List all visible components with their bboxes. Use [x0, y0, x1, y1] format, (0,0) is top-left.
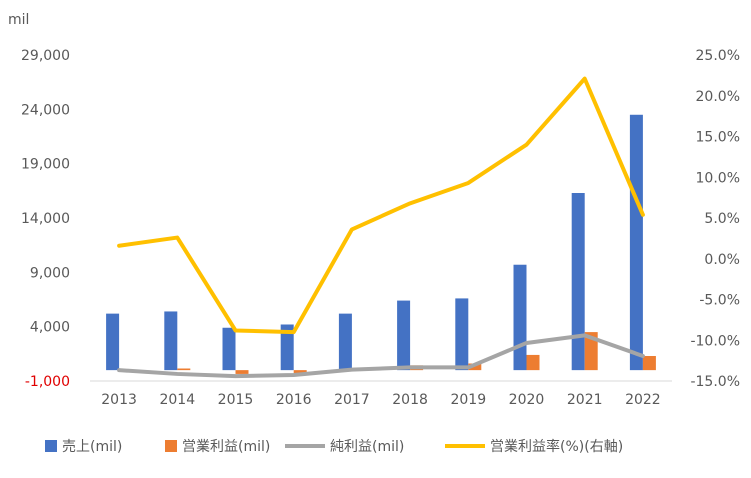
right-tick-label: 5.0%: [704, 211, 740, 227]
x-tick-label: 2017: [334, 392, 370, 408]
sales-bar-2021: [571, 193, 585, 371]
x-axis-ticks: 2013 2014 2015 2016 2017 2018 2019 2020 2021 2022: [101, 392, 660, 408]
net-profit-line: [117, 333, 645, 379]
legend-label: 売上(mil): [62, 439, 122, 455]
operating-profit-bar-2020: [526, 354, 540, 371]
sales-bar-2014: [164, 311, 178, 371]
left-axis-ticks: -1,000 4,000 9,000 14,000 19,000 24,000 29,000: [21, 48, 70, 390]
left-tick-label: 24,000: [21, 102, 70, 118]
left-tick-label: 9,000: [30, 265, 70, 281]
operating-profit-bar-2015: [235, 370, 249, 374]
left-tick-label: 19,000: [21, 157, 70, 173]
legend-swatch: [45, 440, 57, 452]
legend: 売上(mil) 営業利益(mil) 純利益(mil) 営業利益率(%)(右軸): [45, 438, 623, 455]
sales-bar-2016: [280, 324, 294, 371]
operating-profit-bar-2014: [177, 368, 191, 371]
operating-profit-bar-2022: [642, 356, 656, 371]
sales-bar-2017: [338, 313, 352, 371]
right-tick-label: -10.0%: [690, 333, 740, 349]
right-tick-label: 15.0%: [696, 130, 740, 146]
legend-label: 営業利益(mil): [182, 439, 270, 455]
left-tick-label: 4,000: [30, 320, 70, 336]
sales-bar-2020: [513, 264, 527, 371]
sales-bar-2018: [397, 300, 411, 371]
right-tick-label: -5.0%: [699, 293, 740, 309]
operating-profit-bar-2016: [293, 370, 307, 374]
x-tick-label: 2018: [392, 392, 428, 408]
sales-bar-2019: [455, 298, 469, 371]
x-tick-label: 2020: [509, 392, 545, 408]
legend-label: 純利益(mil): [330, 439, 404, 455]
left-tick-label: 14,000: [21, 211, 70, 227]
right-tick-label: 10.0%: [696, 170, 740, 186]
left-tick-label: 29,000: [21, 48, 70, 64]
right-tick-label: -15.0%: [690, 374, 740, 390]
x-tick-label: 2015: [218, 392, 254, 408]
x-tick-label: 2022: [625, 392, 661, 408]
x-tick-label: 2013: [101, 392, 137, 408]
x-tick-label: 2016: [276, 392, 312, 408]
y-unit-label: mil: [8, 12, 29, 28]
right-tick-label: 20.0%: [696, 89, 740, 105]
legend-item: 営業利益率(%)(右軸): [445, 438, 623, 455]
right-tick-label: 0.0%: [704, 252, 740, 268]
legend-item: 営業利益(mil): [165, 439, 270, 455]
x-tick-label: 2021: [567, 392, 603, 408]
operating-profit-bar-2021: [584, 332, 598, 371]
x-tick-label: 2019: [450, 392, 486, 408]
sales-bar-2013: [106, 313, 120, 371]
sales-bar-2015: [222, 327, 236, 371]
legend-label: 営業利益率(%)(右軸): [490, 438, 623, 455]
right-tick-label: 25.0%: [696, 48, 740, 64]
operating-margin-line: [117, 76, 645, 335]
left-tick-label: -1,000: [25, 374, 70, 390]
legend-item: 純利益(mil): [285, 439, 404, 455]
legend-item: 売上(mil): [45, 439, 122, 455]
right-axis-ticks: -15.0% -10.0% -5.0% 0.0% 5.0% 10.0% 15.0% 20.0%…: [690, 48, 740, 390]
plot-area: [90, 76, 672, 382]
legend-swatch: [165, 440, 177, 452]
x-tick-label: 2014: [159, 392, 195, 408]
sales-bar-2022: [629, 114, 643, 371]
